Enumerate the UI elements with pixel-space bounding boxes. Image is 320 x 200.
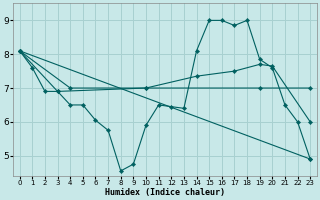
X-axis label: Humidex (Indice chaleur): Humidex (Indice chaleur) [105, 188, 225, 197]
